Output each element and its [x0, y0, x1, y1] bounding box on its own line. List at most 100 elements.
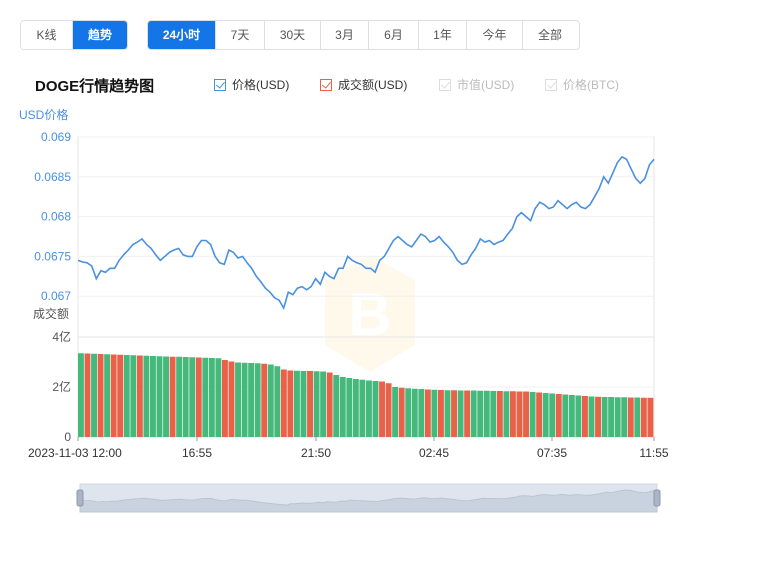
volume-bar	[136, 355, 143, 437]
legend-marketcap-usd[interactable]: 市值(USD)	[439, 76, 514, 93]
price-tick-label: 0.067	[41, 289, 71, 303]
volume-bar	[575, 395, 582, 437]
volume-bar	[228, 361, 235, 437]
volume-bar	[549, 393, 556, 437]
volume-bar	[339, 377, 346, 437]
volume-bar	[464, 390, 471, 437]
x-tick-label: 2023-11-03 12:00	[28, 446, 122, 460]
checkbox-icon	[545, 78, 557, 91]
period-all-button[interactable]: 全部	[523, 21, 577, 49]
volume-bar	[202, 357, 209, 437]
period-30d-button[interactable]: 30天	[265, 21, 321, 49]
volume-bar	[241, 362, 248, 437]
volume-bar	[405, 388, 412, 437]
volume-bar	[379, 381, 385, 437]
legend-label: 市值(USD)	[457, 78, 515, 92]
volume-bar	[582, 396, 588, 437]
volume-bar	[208, 358, 215, 437]
x-tick-label: 11:55	[639, 446, 668, 460]
checkbox-icon	[214, 78, 226, 91]
volume-bar	[477, 390, 484, 437]
volume-bar	[490, 391, 497, 437]
volume-bar	[516, 391, 523, 437]
period-24h-button[interactable]: 24小时	[148, 21, 216, 49]
volume-bar	[392, 387, 399, 437]
volume-bar	[78, 353, 84, 437]
legend-volume-usd[interactable]: 成交额(USD)	[320, 76, 407, 93]
volume-bar	[608, 397, 615, 437]
volume-bar	[97, 354, 104, 437]
volume-bar	[222, 360, 228, 437]
price-line	[77, 155, 655, 311]
volume-bar	[634, 397, 641, 437]
volume-bar	[150, 356, 156, 437]
volume-bar	[123, 355, 130, 437]
legend-price-btc[interactable]: 价格(BTC)	[545, 76, 619, 93]
volume-bar	[176, 356, 183, 437]
legend-label: 成交额(USD)	[338, 78, 408, 92]
volume-bar	[398, 387, 405, 437]
x-tick-label: 16:55	[182, 446, 212, 460]
volume-bar	[411, 388, 418, 437]
volume-bar	[91, 353, 97, 437]
x-tick-label: 02:45	[419, 446, 449, 460]
price-axis-label: USD价格	[19, 107, 68, 122]
checkbox-icon	[320, 78, 332, 91]
volume-bar	[182, 357, 189, 437]
volume-bar	[189, 357, 196, 437]
zoom-handle[interactable]	[76, 489, 84, 507]
volume-bar	[595, 396, 601, 437]
period-1y-button[interactable]: 1年	[419, 21, 467, 49]
price-tick-label: 0.0685	[34, 170, 71, 184]
volume-bar	[483, 390, 490, 437]
volume-bar	[510, 391, 516, 437]
price-tick-label: 0.069	[41, 130, 71, 144]
volume-bar	[366, 380, 372, 437]
price-tick-label: 0.068	[41, 210, 71, 224]
volume-bar	[156, 356, 163, 437]
period-3m-button[interactable]: 3月	[321, 21, 369, 49]
volume-tick-label: 0	[64, 430, 71, 444]
volume-bar	[280, 369, 287, 437]
volume-bar	[601, 397, 608, 437]
legend-label: 价格(USD)	[232, 78, 290, 92]
volume-bar	[333, 375, 340, 437]
volume-tick-label: 2亿	[52, 379, 71, 394]
volume-bar	[254, 363, 261, 437]
volume-bar	[130, 355, 137, 437]
volume-bar	[84, 353, 91, 437]
volume-bar	[451, 390, 457, 437]
legend-price-usd[interactable]: 价格(USD)	[214, 76, 289, 93]
volume-bar	[496, 391, 503, 437]
chart-title: DOGE行情趋势图	[35, 78, 155, 95]
volume-bar	[248, 363, 255, 437]
volume-bar	[195, 357, 202, 437]
volume-bar	[542, 393, 549, 437]
x-tick-label: 07:35	[537, 446, 567, 460]
volume-bar	[163, 356, 169, 437]
watermark-logo: B	[325, 255, 415, 372]
volume-bar	[555, 394, 562, 437]
volume-bar	[588, 396, 595, 437]
volume-bar	[359, 379, 366, 437]
kline-view-button[interactable]: K线	[21, 21, 73, 49]
period-6m-button[interactable]: 6月	[369, 21, 419, 49]
zoom-slider-preview	[79, 489, 658, 513]
trend-view-button[interactable]: 趋势	[73, 21, 127, 49]
volume-tick-label: 4亿	[52, 329, 71, 344]
volume-bar	[104, 354, 111, 437]
volume-bar	[523, 391, 529, 437]
volume-bar	[438, 390, 444, 437]
volume-axis-label: 成交额	[33, 306, 69, 321]
volume-bar	[294, 370, 300, 437]
volume-bar	[110, 354, 117, 437]
zoom-handle[interactable]	[653, 489, 661, 507]
view-toggle: K线 趋势	[20, 20, 128, 50]
volume-bar	[352, 379, 359, 437]
volume-bar	[117, 354, 124, 437]
volume-bar	[346, 378, 353, 437]
period-ytd-button[interactable]: 今年	[467, 21, 523, 49]
volume-bar	[169, 356, 176, 437]
period-7d-button[interactable]: 7天	[216, 21, 265, 49]
volume-bar	[647, 397, 654, 437]
